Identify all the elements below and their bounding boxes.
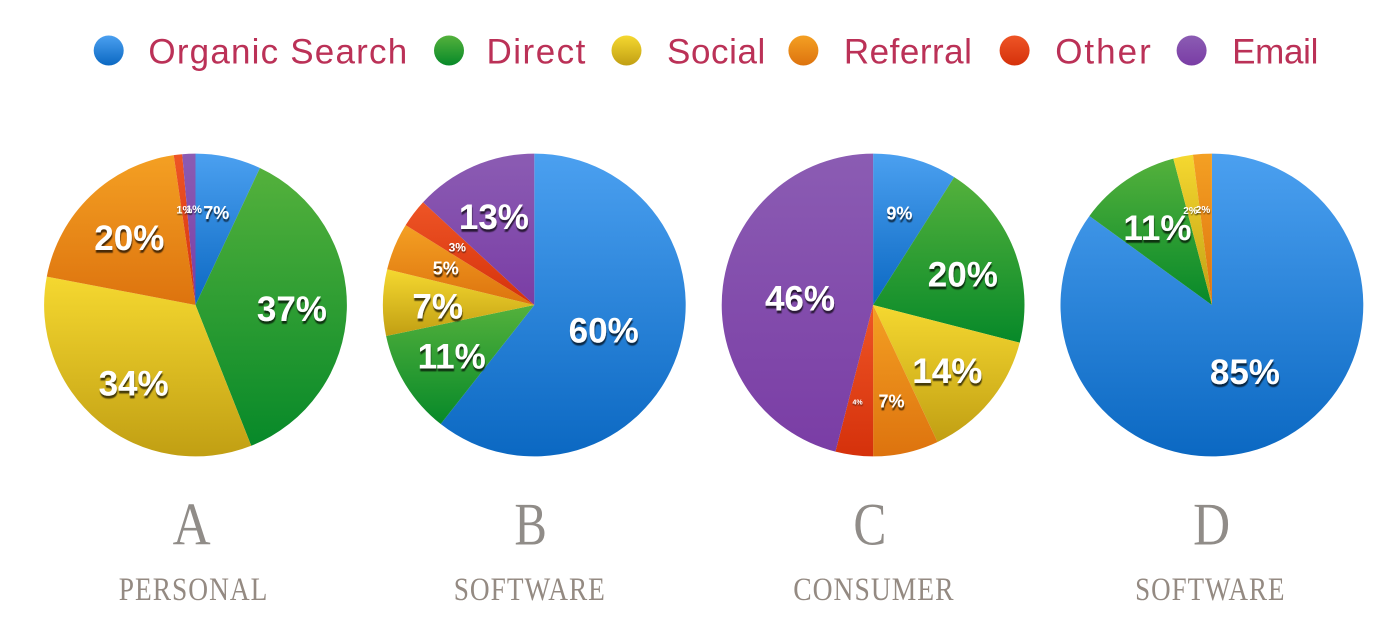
svg-text:Email: Email bbox=[1232, 32, 1318, 71]
svg-text:7%: 7% bbox=[203, 203, 229, 223]
svg-text:60%: 60% bbox=[569, 311, 639, 350]
svg-text:9%: 9% bbox=[886, 204, 912, 224]
svg-text:85%: 85% bbox=[1210, 353, 1280, 392]
svg-text:13%: 13% bbox=[459, 198, 529, 237]
svg-text:46%: 46% bbox=[765, 279, 835, 318]
svg-text:1%: 1% bbox=[176, 205, 192, 217]
svg-text:Direct: Direct bbox=[487, 32, 587, 71]
svg-text:5%: 5% bbox=[433, 259, 459, 279]
svg-text:SOFTWARE: SOFTWARE bbox=[1135, 572, 1285, 608]
svg-text:4%: 4% bbox=[852, 400, 863, 407]
svg-text:Referral: Referral bbox=[844, 32, 972, 71]
svg-text:1%: 1% bbox=[186, 204, 202, 216]
svg-text:B: B bbox=[514, 492, 547, 558]
svg-text:CONSUMER: CONSUMER bbox=[793, 571, 954, 608]
svg-text:SOFTWARE: SOFTWARE bbox=[454, 572, 606, 608]
svg-text:34%: 34% bbox=[99, 364, 169, 403]
svg-text:14%: 14% bbox=[912, 352, 982, 391]
svg-text:11%: 11% bbox=[418, 337, 486, 376]
svg-text:D: D bbox=[1193, 492, 1230, 558]
svg-text:A: A bbox=[173, 492, 211, 558]
svg-text:7%: 7% bbox=[878, 392, 904, 412]
svg-text:11%: 11% bbox=[1123, 209, 1191, 248]
svg-text:C: C bbox=[853, 492, 886, 558]
svg-text:Social: Social bbox=[667, 32, 766, 71]
svg-text:2%: 2% bbox=[1183, 206, 1198, 217]
svg-text:Organic Search: Organic Search bbox=[148, 32, 408, 71]
svg-text:Other: Other bbox=[1055, 32, 1153, 71]
svg-text:PERSONAL: PERSONAL bbox=[119, 571, 269, 608]
svg-text:20%: 20% bbox=[928, 255, 998, 294]
svg-text:3%: 3% bbox=[449, 240, 467, 254]
svg-text:2%: 2% bbox=[1196, 205, 1211, 216]
svg-text:7%: 7% bbox=[412, 287, 463, 326]
svg-text:20%: 20% bbox=[94, 219, 164, 258]
svg-text:37%: 37% bbox=[257, 290, 327, 329]
